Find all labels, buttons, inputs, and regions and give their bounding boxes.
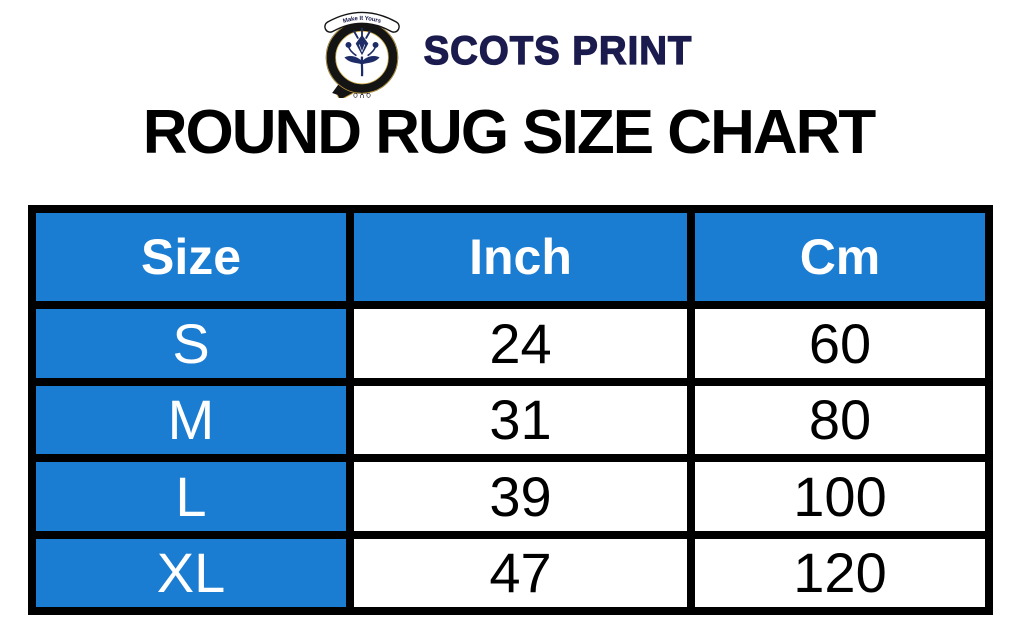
cm-cell: 100 (695, 462, 985, 531)
column-header-size: Size (36, 213, 346, 301)
size-cell: L (36, 462, 346, 531)
column-header-cm: Cm (695, 213, 985, 301)
page-title: ROUND RUG SIZE CHART (142, 98, 877, 167)
header-row: Size Inch Cm (36, 213, 985, 301)
inch-cell: 47 (354, 538, 687, 607)
table-row-s: S 24 60 (36, 309, 985, 378)
brand-header: Make It Yours SCOTS PRINT (0, 4, 1017, 98)
table-row-xl: XL 47 120 (36, 538, 985, 607)
scots-print-crest-logo: Make It Yours (323, 11, 400, 98)
svg-text:Make It Yours: Make It Yours (342, 16, 382, 25)
size-chart-table: Size Inch Cm S 24 60 M 31 80 L 39 100 XL… (28, 205, 993, 615)
table-row-m: M 31 80 (36, 385, 985, 454)
cm-cell: 60 (695, 309, 985, 378)
inch-cell: 24 (354, 309, 687, 378)
size-cell: S (36, 309, 346, 378)
inch-cell: 31 (354, 385, 687, 454)
inch-cell: 39 (354, 462, 687, 531)
thistle-icon (343, 27, 380, 77)
cm-cell: 80 (695, 385, 985, 454)
table-row-l: L 39 100 (36, 462, 985, 531)
size-cell: M (36, 385, 346, 454)
brand-name: SCOTS PRINT (423, 28, 692, 73)
banner-text: Make It Yours (342, 16, 382, 25)
size-cell: XL (36, 538, 346, 607)
cm-cell: 120 (695, 538, 985, 607)
column-header-inch: Inch (354, 213, 687, 301)
banner-ribbon-icon: Make It Yours (323, 11, 400, 33)
